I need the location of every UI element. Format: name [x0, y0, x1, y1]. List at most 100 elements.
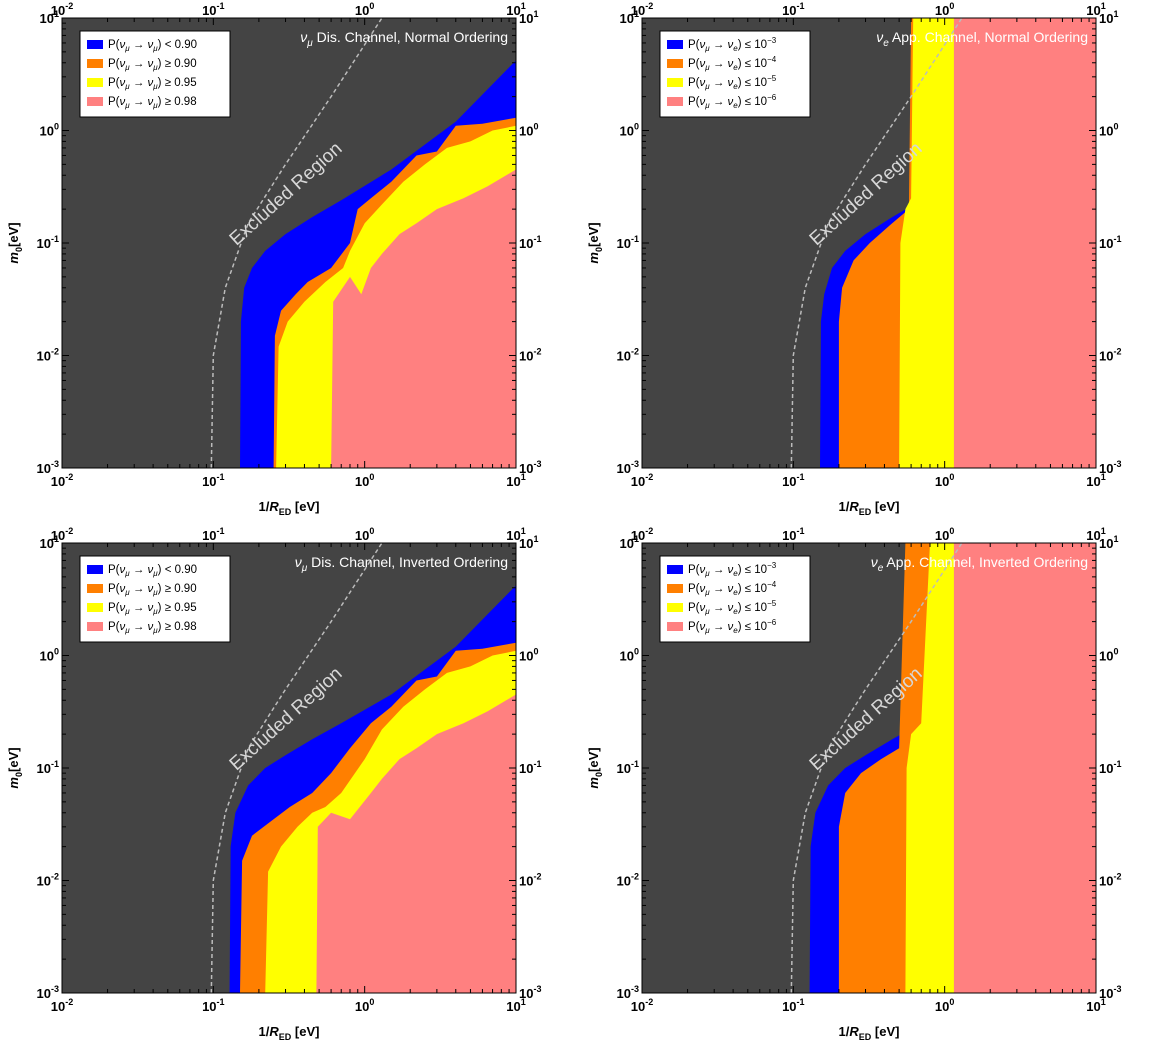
- legend-swatch-orange: [667, 584, 683, 593]
- y-left-tick-label: 10-2: [617, 347, 639, 364]
- y-left-tick-label: 10-3: [37, 459, 59, 476]
- x-top-tick-label: 100: [935, 1, 954, 18]
- y-axis-title: m0[eV]: [6, 747, 24, 788]
- y-right-tick-label: 100: [519, 647, 538, 664]
- x-top-tick-label: 101: [506, 1, 525, 18]
- y-right-tick-label: 100: [1099, 647, 1118, 664]
- y-right-tick-label: 10-2: [1099, 872, 1121, 889]
- x-axis-title: 1/RED [eV]: [839, 499, 900, 517]
- y-right-tick-label: 101: [1099, 534, 1118, 551]
- legend: P(νμ → νe) ≤ 10−3 P(νμ → νe) ≤ 10−4 P(νμ →…: [659, 555, 811, 643]
- y-left-tick-label: 10-1: [37, 759, 59, 776]
- y-left-tick-label: 10-1: [617, 759, 639, 776]
- legend-label-pink: P(νμ → νe) ≤ 10−6: [688, 618, 777, 635]
- legend-label-pink: P(νμ → νμ) ≥ 0.98: [108, 621, 197, 635]
- x-bottom-tick-label: 101: [1086, 472, 1105, 489]
- y-right-tick-label: 10-2: [519, 872, 541, 889]
- y-right-tick-label: 101: [519, 534, 538, 551]
- panel-top-left: Excluded Region 10-2 10-2 10-1 10-1 100 100 101…: [0, 0, 580, 525]
- x-bottom-tick-label: 100: [935, 997, 954, 1014]
- y-right-tick-label: 10-2: [1099, 347, 1121, 364]
- legend-swatch-orange: [87, 59, 103, 68]
- chart-svg-1: Excluded Region10-210-210-110-1100100101…: [586, 1, 1121, 517]
- x-bottom-tick-label: 10-1: [782, 997, 804, 1014]
- legend-swatch-blue: [667, 565, 683, 574]
- y-right-tick-label: 10-1: [1099, 234, 1121, 251]
- channel-title: νμ Dis. Channel, Inverted Ordering: [295, 554, 508, 574]
- x-axis-title: 1/RED [eV]: [839, 1024, 900, 1042]
- y-left-tick-label: 101: [40, 9, 59, 26]
- x-top-tick-label: 101: [1086, 1, 1105, 18]
- legend-swatch-yellow: [87, 603, 103, 612]
- y-right-tick-label: 10-1: [519, 234, 541, 251]
- y-right-tick-label: 10-1: [519, 759, 541, 776]
- region-pink: [316, 694, 516, 993]
- legend: P(νμ → νμ) < 0.90 P(νμ → νμ) ≥ 0.90 P(νμ →…: [79, 30, 231, 118]
- x-top-tick-label: 100: [355, 1, 374, 18]
- plot-area: Excluded Region: [642, 543, 1096, 993]
- legend-label-orange: P(νμ → νμ) ≥ 0.90: [108, 58, 197, 72]
- panel-top-right: Excluded Region 10-2 10-2 10-1 10-1 100 100 101…: [580, 0, 1160, 525]
- excluded-boundary-curve: [210, 543, 383, 993]
- y-right-tick-label: 10-3: [519, 459, 541, 476]
- y-left-tick-label: 10-2: [37, 347, 59, 364]
- x-top-tick-label: 10-1: [782, 526, 804, 543]
- legend-swatch-yellow: [87, 78, 103, 87]
- x-bottom-tick-label: 101: [506, 997, 525, 1014]
- y-right-tick-label: 10-3: [1099, 984, 1121, 1001]
- x-bottom-tick-label: 10-1: [202, 472, 224, 489]
- legend: P(νμ → νe) ≤ 10−3 P(νμ → νe) ≤ 10−4 P(νμ →…: [659, 30, 811, 118]
- x-top-tick-label: 10-1: [782, 1, 804, 18]
- y-left-tick-label: 10-3: [617, 459, 639, 476]
- legend-swatch-pink: [667, 622, 683, 631]
- y-axis-title: m0[eV]: [6, 222, 24, 263]
- x-top-tick-label: 100: [935, 526, 954, 543]
- legend-box: [79, 30, 231, 118]
- legend-label-yellow: P(νμ → νe) ≤ 10−5: [688, 599, 777, 616]
- x-top-tick-label: 100: [355, 526, 374, 543]
- x-bottom-tick-label: 100: [935, 472, 954, 489]
- y-left-tick-label: 100: [620, 122, 639, 139]
- y-left-tick-label: 100: [40, 647, 59, 664]
- region-pink: [953, 543, 1096, 993]
- y-right-tick-label: 10-3: [1099, 459, 1121, 476]
- y-right-tick-label: 10-1: [1099, 759, 1121, 776]
- legend-swatch-yellow: [667, 78, 683, 87]
- x-axis-title: 1/RED [eV]: [259, 1024, 320, 1042]
- legend-label-yellow: P(νμ → νe) ≤ 10−5: [688, 74, 777, 91]
- legend-swatch-orange: [667, 59, 683, 68]
- y-axis-title: m0[eV]: [586, 222, 604, 263]
- chart-svg-2: Excluded Region10-210-210-110-1100100101…: [6, 526, 541, 1042]
- y-left-tick-label: 101: [620, 9, 639, 26]
- y-right-tick-label: 10-3: [519, 984, 541, 1001]
- legend-label-yellow: P(νμ → νμ) ≥ 0.95: [108, 602, 197, 616]
- x-top-tick-label: 10-2: [51, 526, 73, 543]
- y-left-tick-label: 100: [620, 647, 639, 664]
- y-right-tick-label: 101: [1099, 9, 1118, 26]
- legend-label-blue: P(νμ → νe) ≤ 10−3: [688, 36, 777, 53]
- legend-box: [659, 555, 811, 643]
- legend-label-blue: P(νμ → νμ) < 0.90: [108, 39, 197, 53]
- panel-bottom-right: Excluded Region 10-2 10-2 10-1 10-1 100 100 101…: [580, 525, 1160, 1050]
- plot-area: Excluded Region: [62, 18, 516, 468]
- legend-swatch-blue: [87, 565, 103, 574]
- legend-swatch-blue: [667, 40, 683, 49]
- x-axis-title: 1/RED [eV]: [259, 499, 320, 517]
- legend-swatch-blue: [87, 40, 103, 49]
- region-pink: [331, 169, 516, 468]
- legend-swatch-orange: [87, 584, 103, 593]
- y-left-tick-label: 10-2: [37, 872, 59, 889]
- legend-swatch-pink: [87, 97, 103, 106]
- y-right-tick-label: 10-2: [519, 347, 541, 364]
- legend-label-orange: P(νμ → νe) ≤ 10−4: [688, 580, 777, 597]
- channel-title: νμ Dis. Channel, Normal Ordering: [300, 29, 508, 49]
- y-left-tick-label: 101: [40, 534, 59, 551]
- legend-label-orange: P(νμ → νμ) ≥ 0.90: [108, 583, 197, 597]
- y-left-tick-label: 10-2: [617, 872, 639, 889]
- x-bottom-tick-label: 100: [355, 472, 374, 489]
- y-left-tick-label: 101: [620, 534, 639, 551]
- legend-swatch-yellow: [667, 603, 683, 612]
- excluded-boundary-curve: [790, 543, 963, 993]
- x-bottom-tick-label: 10-2: [631, 472, 653, 489]
- y-axis-title: m0[eV]: [586, 747, 604, 788]
